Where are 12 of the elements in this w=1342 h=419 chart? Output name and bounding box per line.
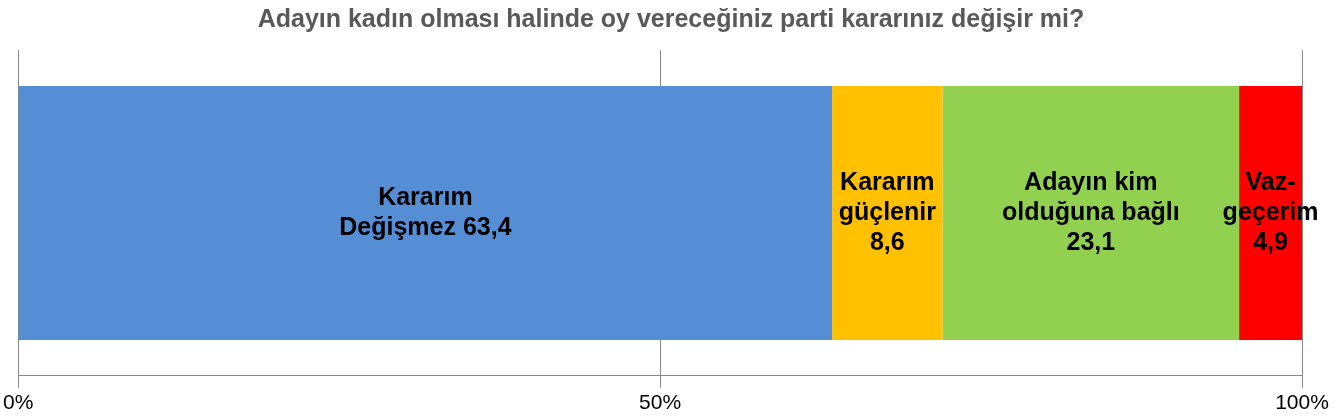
series-label: Kararım güçlenir xyxy=(838,166,937,225)
data-label: 23,1 xyxy=(1066,226,1116,255)
data-label: 8,6 xyxy=(869,226,905,255)
x-tick-label: 50% xyxy=(639,390,682,414)
x-tick-label: 0% xyxy=(3,390,34,414)
series-label: Adayın kim olduğuna bağlı xyxy=(1001,166,1180,225)
bar xyxy=(832,86,943,340)
chart-title: Adayın kadın olması halinde oy vereceğiniz parti kararınız değişir mi? xyxy=(256,3,1086,34)
bar xyxy=(18,86,833,340)
x-tick-label: 100% xyxy=(1275,390,1329,414)
data-label: 4,9 xyxy=(1253,226,1288,255)
text: Kararım Değişmez 63,4 xyxy=(339,181,512,240)
